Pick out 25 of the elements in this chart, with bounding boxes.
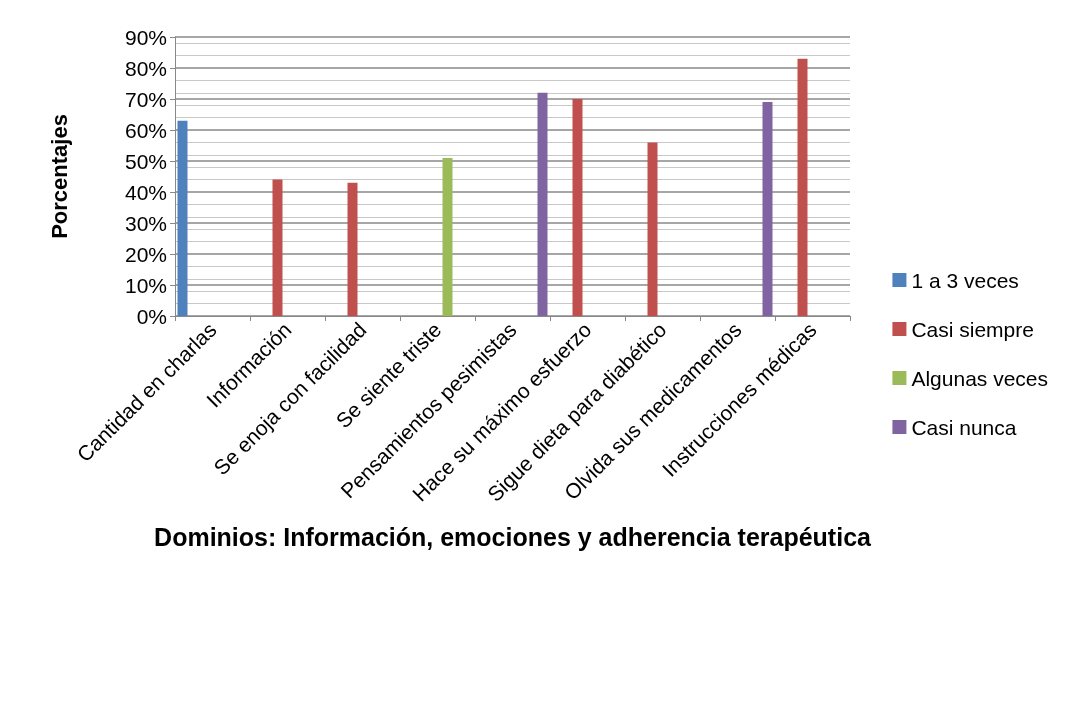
- bar: [647, 142, 658, 316]
- y-tick-label: 0%: [136, 304, 167, 328]
- legend-label: 1 a 3 veces: [911, 268, 1019, 292]
- bar: [572, 99, 583, 316]
- x-axis-title: Dominios: Información, emociones y adherencia terapéutica: [154, 523, 873, 551]
- bar: [797, 58, 808, 316]
- bar: [347, 182, 358, 316]
- y-tick-label: 40%: [124, 180, 167, 204]
- y-tick-label: 10%: [124, 273, 167, 297]
- bar: [537, 92, 548, 316]
- bar: [177, 120, 188, 316]
- bar: [762, 102, 773, 316]
- legend-label: Casi siempre: [911, 317, 1034, 341]
- y-tick-label: 20%: [124, 242, 167, 266]
- legend-label: Algunas veces: [911, 366, 1049, 390]
- y-axis-title: Porcentajes: [46, 114, 72, 239]
- bar: [442, 157, 453, 316]
- y-tick-label: 50%: [124, 149, 167, 173]
- y-tick-label: 80%: [124, 56, 167, 80]
- y-tick-label: 60%: [124, 118, 167, 142]
- y-tick-label: 30%: [124, 211, 167, 235]
- y-tick-label: 90%: [124, 25, 167, 49]
- legend-label: Casi nunca: [911, 415, 1017, 439]
- bar: [272, 179, 283, 316]
- y-tick-label: 70%: [124, 87, 167, 111]
